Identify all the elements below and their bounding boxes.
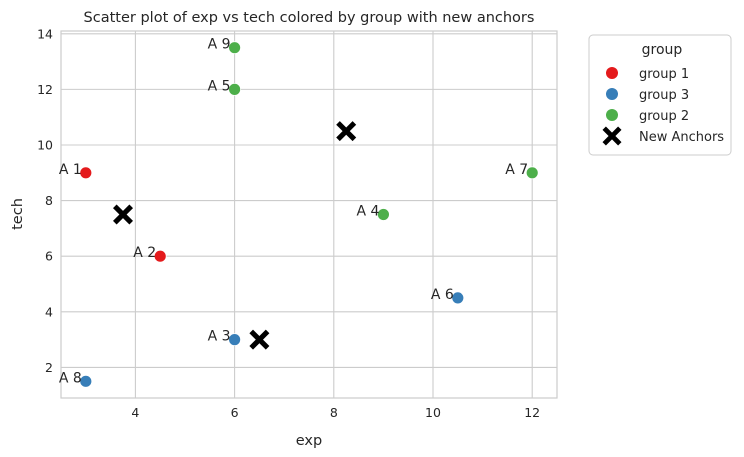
point-label: A 7 bbox=[505, 162, 528, 178]
point-label: A 3 bbox=[208, 329, 231, 345]
point-label: A 8 bbox=[59, 370, 82, 386]
point-label: A 5 bbox=[208, 78, 231, 94]
point-label: A 6 bbox=[431, 287, 454, 303]
data-point bbox=[228, 333, 242, 347]
y-tick-label: 4 bbox=[45, 304, 53, 319]
x-tick-label: 10 bbox=[425, 405, 441, 420]
legend: group group 1 group 3 group 2 New Anchors bbox=[588, 34, 732, 156]
data-point bbox=[228, 82, 242, 96]
x-tick-labels: 4 6 8 10 12 bbox=[131, 405, 540, 420]
y-axis-label: tech bbox=[10, 198, 26, 230]
y-tick-label: 14 bbox=[37, 26, 53, 41]
y-tick-label: 8 bbox=[45, 193, 53, 208]
data-point bbox=[376, 208, 390, 221]
legend-marker bbox=[606, 109, 618, 121]
plot-area bbox=[60, 30, 558, 399]
point-label: A 2 bbox=[133, 245, 156, 261]
legend-marker bbox=[606, 67, 618, 79]
data-point bbox=[451, 291, 465, 305]
legend-label: New Anchors bbox=[639, 130, 724, 145]
legend-anchor-marker bbox=[602, 126, 622, 146]
point-label: A 9 bbox=[208, 37, 231, 53]
chart-title: Scatter plot of exp vs tech colored by g… bbox=[84, 10, 535, 26]
x-tick-label: 4 bbox=[131, 405, 139, 420]
legend-marker bbox=[606, 88, 618, 100]
anchor-marker bbox=[336, 121, 357, 142]
anchor-marker bbox=[113, 204, 133, 225]
x-tick-label: 12 bbox=[524, 405, 540, 420]
legend-box bbox=[588, 34, 732, 156]
data-point bbox=[79, 166, 93, 180]
y-tick-labels: 2 4 6 8 10 12 14 bbox=[37, 26, 53, 375]
legend-label: group 3 bbox=[639, 88, 689, 103]
data-point bbox=[228, 41, 242, 55]
data-points: A 1 A 2 A 3 A 6 A 8 A 9 A 5 A 7 A 4 bbox=[59, 37, 539, 388]
data-point bbox=[79, 374, 93, 388]
point-label: A 4 bbox=[356, 204, 379, 220]
data-point bbox=[525, 166, 539, 180]
x-tick-label: 6 bbox=[231, 405, 239, 420]
x-tick-label: 8 bbox=[330, 405, 338, 420]
y-tick-label: 10 bbox=[37, 137, 53, 152]
anchor-marker bbox=[249, 329, 270, 350]
y-tick-label: 12 bbox=[37, 82, 53, 97]
data-point bbox=[153, 249, 167, 263]
legend-label: group 1 bbox=[639, 67, 689, 82]
y-tick-label: 2 bbox=[45, 360, 53, 375]
point-label: A 1 bbox=[59, 162, 82, 178]
y-tick-label: 6 bbox=[45, 249, 53, 264]
x-axis-label: exp bbox=[296, 433, 322, 449]
legend-title: group bbox=[642, 42, 683, 58]
legend-label: group 2 bbox=[639, 109, 689, 124]
anchor-markers bbox=[113, 121, 357, 350]
